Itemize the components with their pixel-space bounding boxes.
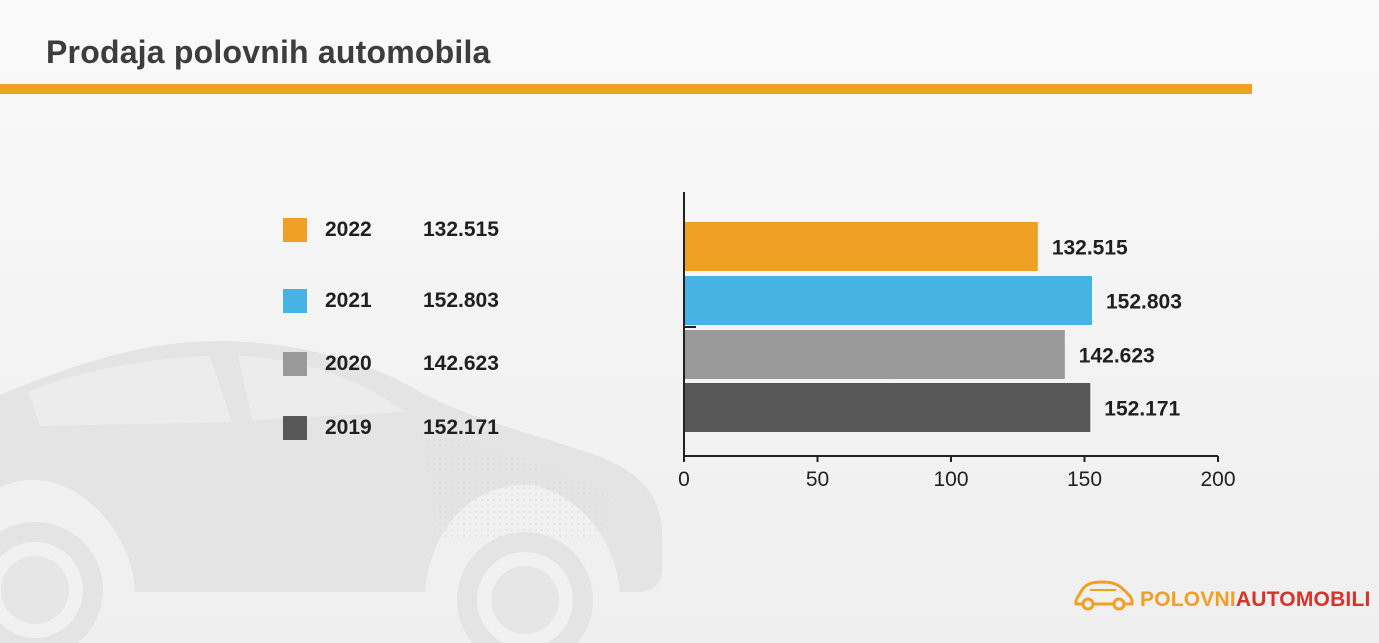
logo-text-polovni: POLOVNI xyxy=(1140,588,1236,611)
page-title: Prodaja polovnih automobila xyxy=(46,34,491,70)
bar-2019 xyxy=(685,383,1091,432)
legend-year: 2022 xyxy=(325,218,372,241)
legend-value: 142.623 xyxy=(423,352,499,375)
legend-item-2020: 2020 142.623 xyxy=(283,348,543,378)
legend-swatch xyxy=(283,352,307,376)
legend-value: 132.515 xyxy=(423,218,499,241)
legend-item-2019: 2019 152.171 xyxy=(283,412,543,442)
x-tick-label: 150 xyxy=(1067,468,1102,491)
legend-value: 152.803 xyxy=(423,289,499,312)
bar-data-label: 152.803 xyxy=(1106,291,1182,314)
x-tick-label: 50 xyxy=(806,468,829,491)
logo-wordmark: POLOVNIAUTOMOBILI xyxy=(1140,588,1371,612)
x-tick-label: 0 xyxy=(678,468,690,491)
x-tick-label: 200 xyxy=(1200,468,1235,491)
legend-swatch xyxy=(283,289,307,313)
legend-item-2022: 2022 132.515 xyxy=(283,214,543,244)
bar-2021 xyxy=(685,276,1092,325)
bar-data-label: 142.623 xyxy=(1079,345,1155,368)
logo-text-automobili: AUTOMOBILI xyxy=(1235,588,1371,611)
bar-2020 xyxy=(685,330,1065,379)
title-underline xyxy=(0,84,1252,94)
legend-value: 152.171 xyxy=(423,416,499,439)
car-logo-icon xyxy=(1074,580,1134,611)
bar-data-label: 152.171 xyxy=(1104,398,1180,421)
brand-logo: POLOVNIAUTOMOBILI xyxy=(1072,574,1370,622)
legend-year: 2020 xyxy=(325,352,372,375)
legend-item-2021: 2021 152.803 xyxy=(283,285,543,315)
x-tick-label: 100 xyxy=(933,468,968,491)
legend-year: 2019 xyxy=(325,416,372,439)
legend-swatch xyxy=(283,416,307,440)
legend-swatch xyxy=(283,218,307,242)
bar-data-label: 132.515 xyxy=(1052,237,1128,260)
legend-year: 2021 xyxy=(325,289,372,312)
bar-2022 xyxy=(685,222,1038,271)
car-silhouette-icon xyxy=(0,340,662,643)
